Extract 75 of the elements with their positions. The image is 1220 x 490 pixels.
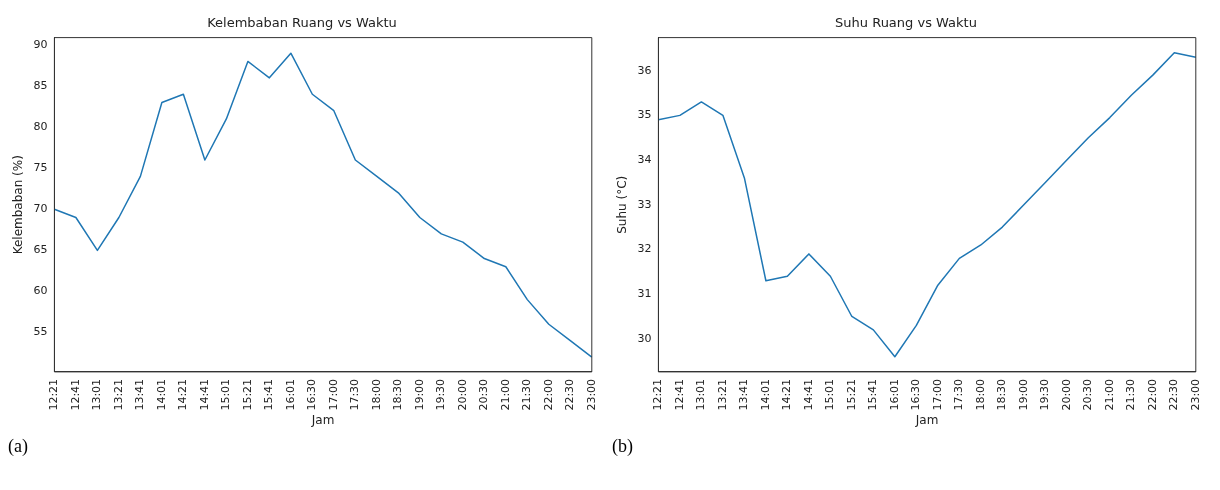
y-tick-label: 90 xyxy=(33,37,48,51)
x-tick-label: 15:21 xyxy=(240,378,254,411)
x-tick-label: 15:01 xyxy=(219,378,233,411)
x-tick-label: 19:00 xyxy=(1016,378,1030,411)
x-tick-label: 22:30 xyxy=(563,378,577,411)
x-tick-label: 22:30 xyxy=(1167,378,1181,411)
chart-title: Suhu Ruang vs Waktu xyxy=(835,15,977,31)
y-axis-title: Kelembaban (%) xyxy=(11,155,26,255)
x-tick-label: 18:00 xyxy=(369,378,383,411)
text: (a) xyxy=(8,436,29,457)
x-tick-label: 16:01 xyxy=(283,378,297,411)
chart-title: Kelembaban Ruang vs Waktu xyxy=(207,15,397,31)
x-tick-label: 15:41 xyxy=(866,378,880,411)
y-tick-label: 30 xyxy=(637,331,652,345)
x-tick-label: 19:30 xyxy=(1038,378,1052,411)
x-tick-label: 13:01 xyxy=(694,378,708,411)
y-tick-label: 33 xyxy=(637,197,652,211)
x-tick-label: 18:30 xyxy=(391,378,405,411)
y-tick-label: 36 xyxy=(637,63,652,77)
x-tick-label: 12:21 xyxy=(651,378,665,411)
x-tick-label: 20:30 xyxy=(1081,378,1095,411)
x-tick-label: 14:41 xyxy=(197,378,211,411)
x-tick-label: 19:30 xyxy=(434,378,448,411)
x-tick-label: 18:00 xyxy=(973,378,987,411)
x-tick-label: 16:30 xyxy=(909,378,923,411)
x-tick-label: 15:41 xyxy=(262,378,276,411)
y-tick-label: 31 xyxy=(637,286,652,300)
x-tick-label: 22:00 xyxy=(541,378,555,411)
x-tick-label: 16:01 xyxy=(887,378,901,411)
x-tick-label: 14:41 xyxy=(801,378,815,411)
x-tick-label: 23:00 xyxy=(1188,378,1202,411)
x-tick-label: 14:21 xyxy=(780,378,794,411)
x-tick-label: 16:30 xyxy=(305,378,319,411)
x-tick-label: 17:30 xyxy=(952,378,966,411)
x-tick-label: 20:00 xyxy=(455,378,469,411)
x-axis-title: Jam xyxy=(914,412,939,427)
x-tick-label: 14:01 xyxy=(758,378,772,411)
x-tick-label: 17:30 xyxy=(348,378,362,411)
x-tick-label: 21:00 xyxy=(498,378,512,411)
x-tick-label: 17:00 xyxy=(930,378,944,411)
y-tick-label: 55 xyxy=(33,325,48,339)
y-tick-label: 35 xyxy=(637,108,652,122)
x-tick-label: 18:30 xyxy=(995,378,1009,411)
x-tick-label: 15:21 xyxy=(844,378,858,411)
x-tick-label: 21:30 xyxy=(1124,378,1138,411)
x-tick-label: 12:41 xyxy=(68,378,82,411)
x-tick-label: 12:21 xyxy=(47,378,61,411)
x-tick-label: 14:01 xyxy=(154,378,168,411)
text: (b) xyxy=(612,436,634,457)
x-tick-label: 13:21 xyxy=(111,378,125,411)
y-tick-label: 80 xyxy=(33,119,48,133)
x-tick-label: 20:30 xyxy=(477,378,491,411)
x-tick-label: 15:01 xyxy=(823,378,837,411)
x-tick-label: 20:00 xyxy=(1059,378,1073,411)
x-tick-label: 23:00 xyxy=(584,378,598,411)
x-tick-label: 13:21 xyxy=(715,378,729,411)
x-tick-label: 12:41 xyxy=(672,378,686,411)
x-tick-label: 21:30 xyxy=(520,378,534,411)
y-tick-label: 60 xyxy=(33,284,48,298)
x-tick-label: 13:01 xyxy=(90,378,104,411)
y-tick-label: 34 xyxy=(637,152,652,166)
y-tick-label: 70 xyxy=(33,202,48,216)
y-tick-label: 65 xyxy=(33,243,48,257)
y-tick-label: 75 xyxy=(33,161,48,175)
x-tick-label: 14:21 xyxy=(176,378,190,411)
x-tick-label: 13:41 xyxy=(737,378,751,411)
y-tick-label: 32 xyxy=(637,242,652,256)
x-axis-title: Jam xyxy=(310,412,335,427)
y-tick-label: 85 xyxy=(33,78,48,92)
x-tick-label: 17:00 xyxy=(326,378,340,411)
x-tick-label: 22:00 xyxy=(1145,378,1159,411)
y-axis-title: Suhu (°C) xyxy=(615,175,630,234)
x-tick-label: 21:00 xyxy=(1102,378,1116,411)
x-tick-label: 13:41 xyxy=(133,378,147,411)
x-tick-label: 19:00 xyxy=(412,378,426,411)
